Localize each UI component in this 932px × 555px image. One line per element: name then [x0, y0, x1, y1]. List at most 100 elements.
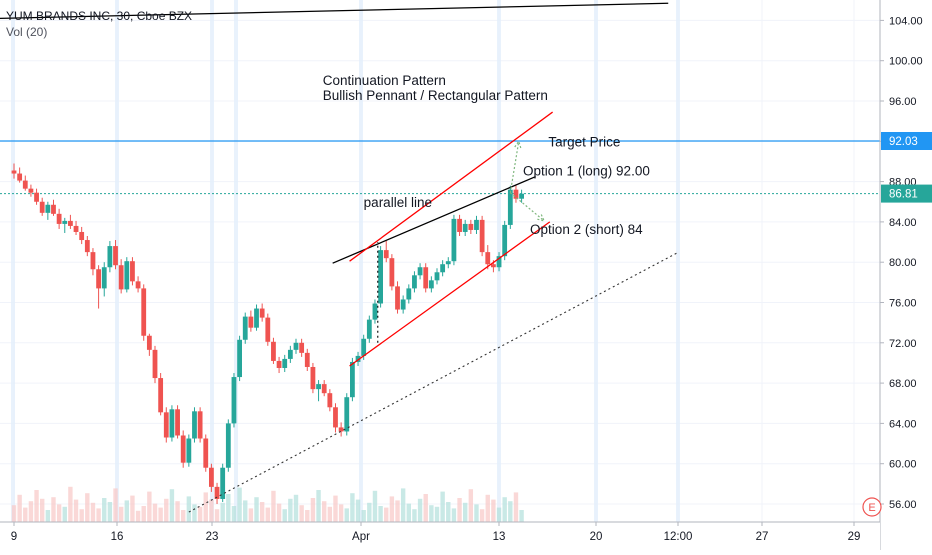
candle [124, 257, 130, 293]
annotation-text[interactable]: Continuation Pattern [323, 73, 446, 88]
candle [310, 362, 316, 394]
candle-body [428, 280, 434, 289]
volume-bar [417, 498, 423, 522]
candle-body [474, 219, 479, 230]
volume-bar [17, 494, 22, 522]
volume-bar [203, 492, 208, 522]
volume-bar [226, 494, 231, 522]
annotation-text[interactable]: parallel line [364, 195, 432, 210]
annotation-text[interactable]: Target Price [548, 134, 620, 149]
candle-body [513, 189, 519, 199]
trend-line-drawings[interactable] [0, 2, 677, 513]
candle [118, 259, 124, 294]
volume-bar [141, 506, 146, 522]
candle [259, 303, 265, 322]
candle-body [361, 338, 367, 356]
candle [90, 248, 96, 276]
price-tick-label: 68.00 [889, 378, 917, 390]
top-line-line[interactable] [0, 2, 669, 20]
price-axis-background [880, 0, 932, 550]
candle [445, 257, 451, 269]
option-2-arrow[interactable] [509, 192, 546, 222]
candle-body [17, 173, 23, 181]
candle [316, 380, 321, 402]
volume-bar [28, 501, 34, 522]
volume-bar [265, 507, 270, 522]
price-axis[interactable]: 104.00100.0096.0092.0088.0084.0080.0076.… [879, 0, 932, 550]
price-badge-label: 92.03 [889, 136, 918, 148]
option-1-arrow[interactable] [509, 139, 522, 193]
volume-bar [310, 498, 316, 522]
volume-bar [282, 509, 287, 522]
candle [209, 463, 214, 492]
candle-body [445, 261, 451, 265]
candle [225, 419, 231, 472]
volume-bar [355, 499, 361, 522]
candle-body [73, 225, 79, 232]
candle [474, 215, 479, 234]
volume-bar [299, 505, 304, 522]
candle [34, 188, 39, 205]
candle-body [412, 275, 417, 289]
candle [56, 208, 62, 229]
candle [169, 405, 175, 442]
candle-body [496, 256, 502, 268]
symbol-line[interactable]: YUM BRANDS INC, 30, Cboe BZX [6, 9, 193, 23]
candle-body [158, 378, 164, 413]
channel-lower-line[interactable] [349, 221, 551, 367]
candle-body [259, 308, 265, 318]
candle [192, 407, 197, 443]
time-axis[interactable]: 9 16 23 Apr 13 20 12:00 27 29 [0, 521, 880, 550]
volume-indicator-label[interactable]: Vol (20) [6, 25, 48, 39]
candle [350, 357, 355, 402]
volume-bar [181, 510, 186, 522]
volume-bar [73, 499, 79, 522]
candle-body [383, 250, 389, 259]
earnings-badge[interactable]: E [862, 497, 882, 517]
annotation-text[interactable]: Option 2 (short) 84 [530, 222, 643, 237]
candle [327, 389, 333, 412]
volume-bar [479, 509, 485, 522]
candle-body [457, 218, 462, 232]
volume-bar [361, 510, 366, 522]
candle-body [321, 384, 327, 394]
candle [39, 197, 45, 216]
volume-bar [34, 490, 39, 522]
candle [146, 333, 152, 356]
candle-body [338, 427, 344, 432]
annotation-text[interactable]: Option 1 (long) 92.00 [523, 164, 650, 179]
candle [412, 271, 417, 293]
candle-body [209, 467, 214, 487]
price-badges: 92.03 86.81 [881, 131, 932, 203]
price-tick-label: 72.00 [889, 338, 917, 350]
candle [468, 219, 474, 234]
arrow-shaft [509, 141, 520, 193]
volume-bar [158, 507, 163, 522]
channel-upper-line[interactable] [349, 111, 554, 262]
volume-bar [513, 492, 519, 522]
candle-body [282, 358, 288, 368]
candle [378, 246, 383, 308]
annotation-text[interactable]: Bullish Pennant / Rectangular Pattern [323, 88, 548, 103]
long-support-line[interactable] [188, 252, 677, 513]
candle [299, 338, 305, 357]
time-tick-label: 27 [756, 531, 769, 543]
candle [45, 201, 51, 220]
volume-bar [400, 488, 406, 522]
candle [135, 276, 141, 293]
volume-bar [68, 486, 73, 522]
candle-body [451, 218, 457, 262]
candle [248, 310, 254, 332]
candle-body [287, 349, 293, 359]
candle-body [423, 267, 429, 289]
volume-bar [457, 498, 462, 522]
candle [389, 254, 395, 291]
session-band [11, 0, 15, 522]
price-tick-label: 56.00 [889, 499, 917, 511]
candlesticks [11, 163, 524, 504]
candle-body [34, 192, 39, 202]
candle-body [271, 341, 276, 361]
